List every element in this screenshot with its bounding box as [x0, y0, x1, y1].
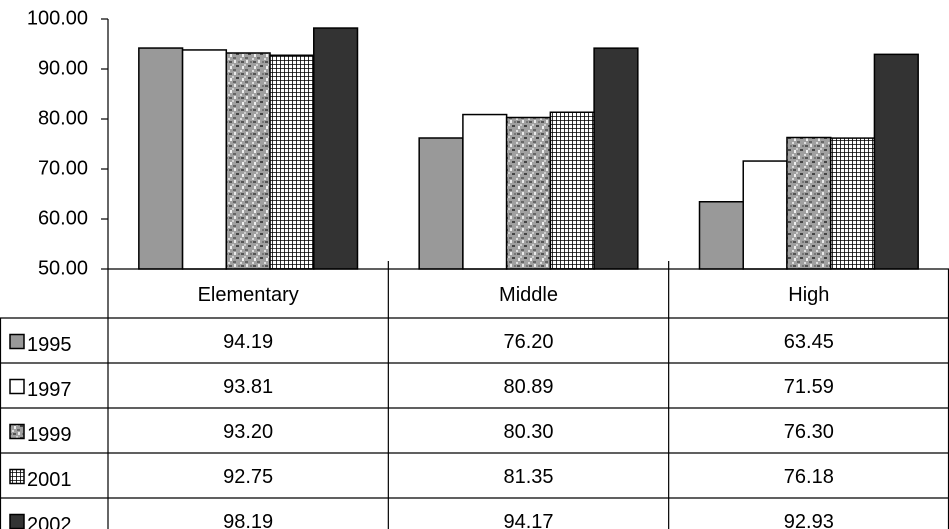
bar — [313, 27, 359, 270]
legend-label: 1997 — [27, 379, 72, 401]
table-value: 80.89 — [503, 376, 553, 398]
table-value: 93.81 — [223, 376, 273, 398]
legend-key — [9, 468, 25, 485]
table-value: 94.17 — [503, 511, 553, 529]
table-value: 80.30 — [503, 421, 553, 443]
bar — [462, 113, 508, 270]
bar — [829, 137, 876, 270]
y-tick-label: 100.00 — [27, 7, 88, 29]
legend-key — [9, 333, 25, 350]
bar — [505, 116, 552, 270]
table-value: 94.19 — [223, 331, 273, 353]
bar — [873, 53, 919, 270]
bar — [593, 47, 639, 270]
table-value: 98.19 — [223, 511, 273, 529]
table-value: 63.45 — [784, 331, 834, 353]
bar — [786, 136, 832, 270]
legend-key — [9, 513, 25, 529]
x-tick-label: Middle — [499, 284, 558, 306]
table-value: 76.30 — [784, 421, 834, 443]
x-tick-label: High — [788, 284, 829, 306]
y-tick-label: 90.00 — [38, 57, 88, 79]
legend-label: 2002 — [27, 514, 72, 529]
bar — [698, 201, 744, 270]
legend-key — [9, 378, 25, 395]
y-tick-label: 50.00 — [38, 257, 88, 279]
bar — [549, 111, 595, 270]
legend-label: 1999 — [27, 424, 72, 446]
bar — [225, 52, 271, 270]
legend-label: 1995 — [27, 334, 72, 356]
bar — [269, 54, 315, 270]
y-tick-label: 80.00 — [38, 107, 88, 129]
bar — [742, 160, 788, 270]
table-value: 76.18 — [784, 466, 834, 488]
table-value: 76.20 — [503, 331, 553, 353]
table-value: 92.75 — [223, 466, 273, 488]
y-tick-label: 70.00 — [38, 157, 88, 179]
bar — [418, 137, 464, 270]
bar — [138, 47, 184, 270]
y-tick-label: 60.00 — [38, 207, 88, 229]
legend-label: 2001 — [27, 469, 72, 491]
table-value: 92.93 — [784, 511, 834, 529]
table-value: 81.35 — [503, 466, 553, 488]
table-value: 71.59 — [784, 376, 834, 398]
x-tick-label: Elementary — [198, 284, 299, 306]
table-value: 93.20 — [223, 421, 273, 443]
bar — [181, 49, 228, 270]
legend-key — [9, 423, 25, 440]
